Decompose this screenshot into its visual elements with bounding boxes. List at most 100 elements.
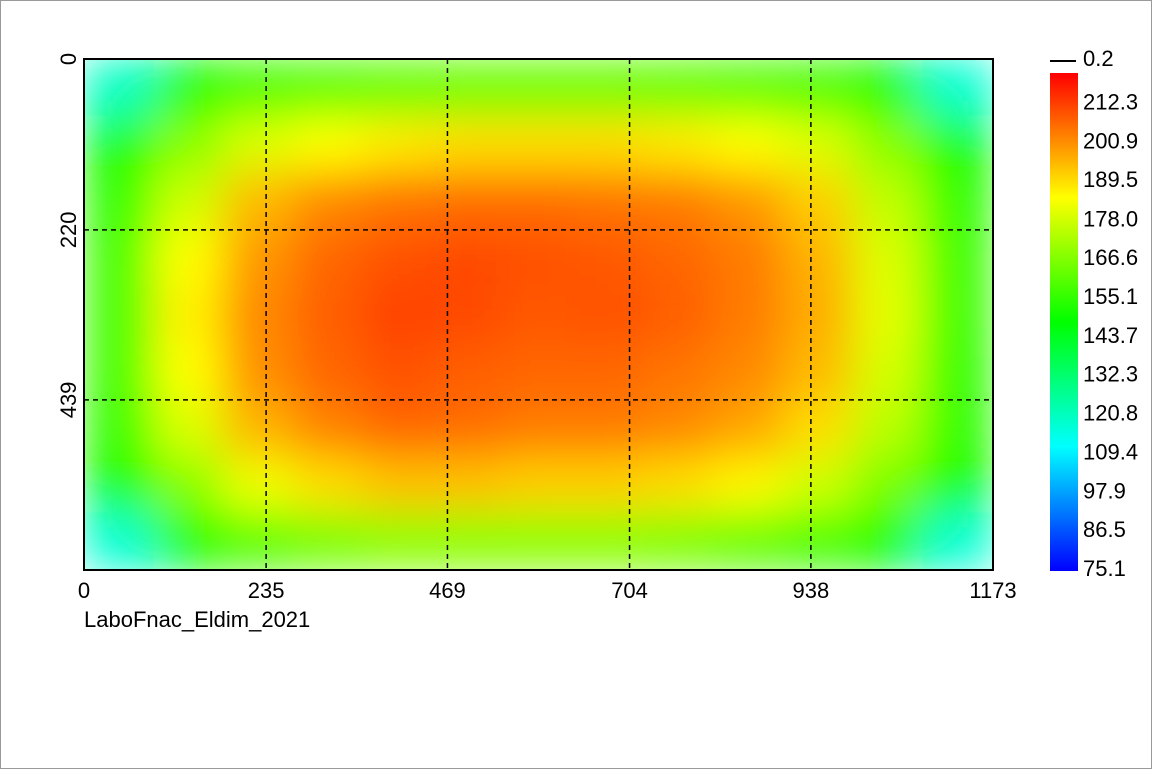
heat-cell xyxy=(852,342,924,401)
heat-cell xyxy=(433,399,505,457)
heat-cell xyxy=(712,115,784,174)
colorbar-tick-label: 189.5 xyxy=(1083,167,1138,192)
heat-cell xyxy=(223,399,295,457)
x-tick-label: 938 xyxy=(793,578,830,603)
colorbar-tick-label: 200.9 xyxy=(1083,128,1138,153)
colorbar-tick-label: 109.4 xyxy=(1083,439,1138,464)
heat-cell xyxy=(852,399,924,457)
heat-cell xyxy=(84,59,155,117)
caption: LaboFnac_Eldim_2021 xyxy=(84,607,310,632)
heatmap xyxy=(84,59,993,570)
heat-cell xyxy=(433,342,505,401)
heat-cell xyxy=(363,285,435,344)
heat-cell xyxy=(84,512,155,570)
heat-cell xyxy=(223,172,295,230)
heat-cell xyxy=(782,228,854,287)
y-tick-label: 0 xyxy=(56,53,81,65)
heat-cell xyxy=(84,455,155,514)
heat-cell xyxy=(84,172,155,230)
heat-cell xyxy=(712,285,784,344)
plot-frame xyxy=(83,58,994,571)
heat-cell xyxy=(922,285,993,344)
heat-cell xyxy=(642,512,714,570)
heat-cell xyxy=(782,172,854,230)
heat-cell xyxy=(642,172,714,230)
colorbar-top-label: 0.2 xyxy=(1083,46,1114,71)
heat-cell xyxy=(153,455,225,514)
x-tick-label: 704 xyxy=(611,578,648,603)
heat-cell xyxy=(852,228,924,287)
heat-cell xyxy=(572,228,644,287)
heat-cell xyxy=(363,172,435,230)
heat-cell xyxy=(782,115,854,174)
heat-cell xyxy=(223,228,295,287)
heat-cell xyxy=(84,342,155,401)
colorbar-tick-label: 166.6 xyxy=(1083,245,1138,270)
heat-cell xyxy=(153,228,225,287)
heat-cell xyxy=(363,455,435,514)
heat-cell xyxy=(782,399,854,457)
heat-cell xyxy=(572,342,644,401)
heat-cell xyxy=(782,512,854,570)
heat-cell xyxy=(852,115,924,174)
heat-cell xyxy=(433,172,505,230)
heat-cell xyxy=(922,59,993,117)
overlay: 0 235 469 704 938 1173 0 220 439 212.3 200.9 189.5 1… xyxy=(56,46,1138,603)
colorbar-tick-label: 143.7 xyxy=(1083,323,1138,348)
heat-cell xyxy=(922,399,993,457)
heat-cell xyxy=(642,115,714,174)
heat-cell xyxy=(223,285,295,344)
colorbar-tick-label: 97.9 xyxy=(1083,478,1126,503)
heat-cell xyxy=(363,399,435,457)
heat-cell xyxy=(572,399,644,457)
heat-cell xyxy=(572,59,644,117)
heat-cell xyxy=(153,172,225,230)
heat-cell xyxy=(852,59,924,117)
heat-cell xyxy=(293,228,365,287)
heat-cell xyxy=(84,399,155,457)
colorbar-tick-label: 155.1 xyxy=(1083,284,1138,309)
heat-cell xyxy=(223,512,295,570)
heat-cell xyxy=(293,455,365,514)
heat-cell xyxy=(363,59,435,117)
heat-cell xyxy=(852,172,924,230)
heat-cell xyxy=(712,342,784,401)
heat-cell xyxy=(712,455,784,514)
heat-cell xyxy=(922,342,993,401)
heat-cell xyxy=(922,512,993,570)
heat-cell xyxy=(363,228,435,287)
heat-cell xyxy=(223,115,295,174)
colorbar xyxy=(1050,73,1078,571)
colorbar-tick-label: 212.3 xyxy=(1083,90,1138,115)
heat-cell xyxy=(503,455,574,514)
colorbar-tick-label: 120.8 xyxy=(1083,401,1138,426)
heat-cell xyxy=(223,59,295,117)
colorbar-tick-label: 75.1 xyxy=(1083,556,1126,581)
heat-cell xyxy=(712,399,784,457)
heat-cell xyxy=(153,399,225,457)
x-tick-label: 469 xyxy=(429,578,466,603)
heat-cell xyxy=(293,342,365,401)
heat-cell xyxy=(572,512,644,570)
heat-cell xyxy=(712,172,784,230)
heat-cell xyxy=(153,59,225,117)
heat-cell xyxy=(642,399,714,457)
heat-cell xyxy=(712,228,784,287)
heat-cell xyxy=(153,285,225,344)
heat-cell xyxy=(84,228,155,287)
heat-cell xyxy=(293,512,365,570)
heat-cell xyxy=(572,115,644,174)
heat-cell xyxy=(363,115,435,174)
heat-cell xyxy=(922,228,993,287)
heat-cell xyxy=(712,59,784,117)
heat-cell xyxy=(922,455,993,514)
heat-cell xyxy=(433,115,505,174)
heat-cell xyxy=(293,285,365,344)
colorbar-tick-label: 132.3 xyxy=(1083,362,1138,387)
heat-cell xyxy=(84,285,155,344)
colorbar-tick-label: 178.0 xyxy=(1083,206,1138,231)
heat-cell xyxy=(153,512,225,570)
heat-cell xyxy=(782,342,854,401)
colorbar-tick-label: 86.5 xyxy=(1083,517,1126,542)
